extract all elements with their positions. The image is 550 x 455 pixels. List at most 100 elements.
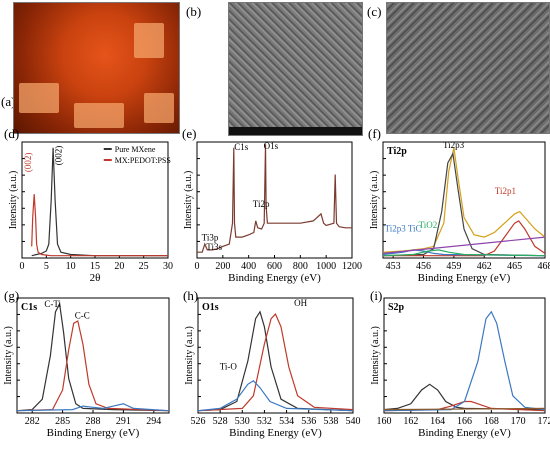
panel-label-a: (a) (1, 94, 16, 109)
x-tick-label: 0 (20, 261, 25, 272)
series-line-peak1 (197, 310, 354, 412)
annotation-label: C-Ti (44, 299, 61, 309)
x-tick-label: 20 (114, 261, 124, 272)
flake-shape (134, 23, 164, 58)
plot-frame (382, 141, 546, 259)
y-axis-title: Intensity (a.u.) (369, 171, 380, 230)
panel-label-c: (c) (367, 4, 382, 19)
x-tick-label: 288 (86, 416, 101, 427)
annotation-label: (002) (53, 146, 63, 166)
annotation-label: Ti3s (206, 242, 222, 252)
x-tick-label: 400 (241, 261, 256, 272)
flake-shape (19, 83, 59, 113)
annotation-label: Ti2p3 (443, 140, 465, 150)
series-line-c-ti (16, 301, 170, 412)
x-tick-label: 291 (116, 416, 131, 427)
x-tick-label: 285 (55, 416, 70, 427)
x-tick-label: 162 (403, 416, 418, 427)
x-tick-label: 540 (346, 416, 361, 427)
chart-title: S2p (388, 302, 405, 313)
x-tick-label: 532 (257, 416, 272, 427)
series-line-peak1 (383, 383, 546, 411)
series-line-peak3 (383, 310, 546, 412)
x-tick-label: 30 (163, 261, 173, 272)
x-tick-label: 526 (191, 416, 206, 427)
y-axis-title: Intensity (a.u.) (370, 326, 381, 385)
x-tick-label: 600 (267, 261, 282, 272)
x-tick-label: 534 (279, 416, 294, 427)
x-axis-title: Binding Energy (eV) (47, 427, 140, 439)
y-axis-title: Intensity (a.u.) (8, 171, 19, 230)
series-line-background (382, 236, 546, 254)
y-axis-title: Intensity (a.u.) (184, 326, 195, 385)
series-line-mx-pedot-pss (31, 194, 168, 257)
sem-scalebar (229, 127, 362, 135)
annotation-label: OH (294, 298, 307, 308)
x-tick-label: 536 (301, 416, 316, 427)
sem-image-b (228, 2, 363, 136)
series-line-envelope (382, 147, 546, 253)
x-tick-label: 1200 (342, 261, 362, 272)
x-tick-label: 468 (538, 261, 550, 272)
panel-label-d: (d) (4, 126, 19, 141)
x-tick-label: 465 (507, 261, 522, 272)
panel-label-h: (h) (183, 288, 198, 303)
x-tick-label: 166 (457, 416, 472, 427)
x-tick-label: 168 (484, 416, 499, 427)
plot-frame (196, 141, 353, 259)
series-line-survey (197, 144, 352, 253)
x-tick-label: 164 (430, 416, 445, 427)
x-tick-label: 462 (477, 261, 492, 272)
chart-title: C1s (21, 302, 37, 313)
x-tick-label: 282 (25, 416, 40, 427)
x-tick-label: 10 (66, 261, 76, 272)
panel-label-b: (b) (186, 4, 202, 19)
panel-label-i: (i) (370, 288, 382, 303)
x-axis-title: 2θ (90, 272, 101, 284)
x-tick-label: 530 (235, 416, 250, 427)
x-tick-label: 456 (416, 261, 431, 272)
x-tick-label: 800 (293, 261, 308, 272)
x-tick-label: 172 (538, 416, 550, 427)
plot-frame (197, 297, 354, 414)
x-axis-title: Binding Energy (eV) (418, 427, 511, 439)
series-line-tio2 (382, 249, 546, 257)
series-line-c-c (16, 320, 170, 412)
x-tick-label: 538 (323, 416, 338, 427)
optical-micrograph (13, 2, 180, 134)
series-line-ti2p3 (382, 151, 546, 257)
annotation-label: TiO2 (419, 220, 438, 230)
x-tick-label: 160 (377, 416, 392, 427)
flake-shape (144, 93, 174, 123)
annotation-label: Ti-O (220, 361, 238, 371)
series-line-ti2p3-tic (382, 249, 546, 257)
series-line-minor (16, 403, 170, 412)
annotation-label: Ti3p (202, 233, 219, 243)
y-axis-title: Intensity (a.u.) (3, 326, 14, 385)
x-tick-label: 0 (195, 261, 200, 272)
annotation-label: (002) (23, 153, 33, 173)
series-line-oh (197, 313, 354, 412)
sem-image-c (386, 2, 550, 134)
x-axis-title: Binding Energy (eV) (229, 427, 322, 439)
x-tick-label: 5 (44, 261, 49, 272)
x-tick-label: 1000 (316, 261, 336, 272)
x-axis-title: Binding Energy (eV) (228, 272, 321, 284)
annotation-label: C1s (234, 142, 249, 152)
y-axis-title: Intensity (a.u.) (183, 171, 194, 230)
panel-label-g: (g) (4, 288, 19, 303)
x-tick-label: 15 (90, 261, 100, 272)
chart-title: Ti2p (387, 146, 407, 157)
legend-entry: MX:PEDOT:PSS (115, 156, 171, 165)
x-tick-label: 200 (215, 261, 230, 272)
annotation-label: O1s (264, 141, 279, 151)
x-tick-label: 25 (139, 261, 149, 272)
legend-entry: Pure MXene (115, 145, 156, 154)
annotation-label: C-C (75, 311, 90, 321)
x-tick-label: 459 (446, 261, 461, 272)
x-tick-label: 453 (386, 261, 401, 272)
annotation-label: Ti2p (253, 199, 270, 209)
x-axis-title: Binding Energy (eV) (418, 272, 511, 284)
series-line-background (383, 407, 546, 411)
